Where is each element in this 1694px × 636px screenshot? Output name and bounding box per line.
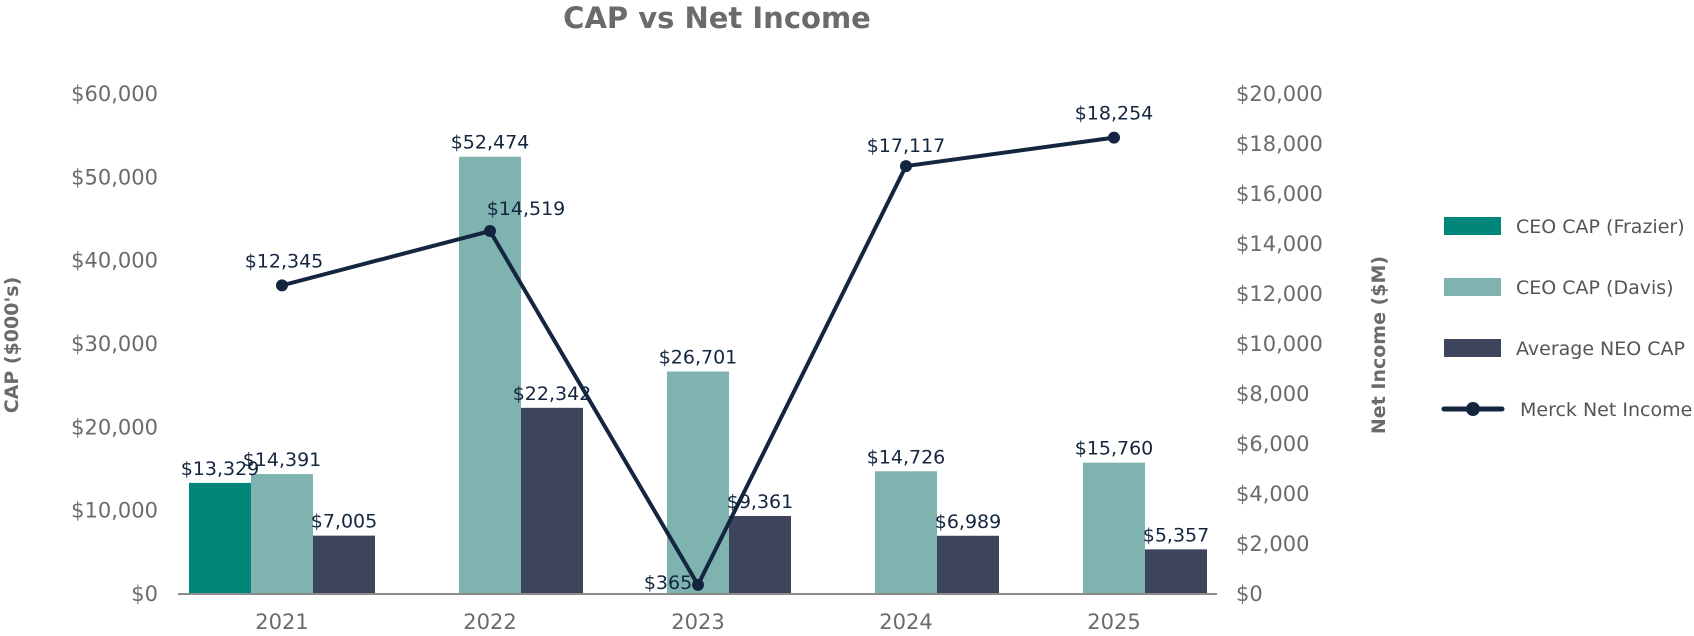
left-tick-label: $20,000 (71, 415, 158, 439)
right-tick-label: $8,000 (1236, 382, 1309, 406)
net-income-line (276, 131, 1120, 591)
net-income-point-2023 (692, 578, 704, 591)
line-data-labels: $12,345 $14,519 $365 $17,117 $18,254 (245, 103, 1154, 594)
right-tick-label: $14,000 (1236, 232, 1323, 256)
line-data-label: $17,117 (867, 135, 946, 157)
bar-data-label: $22,342 (513, 383, 592, 405)
legend-label: CEO CAP (Davis) (1516, 277, 1674, 299)
legend-label: Average NEO CAP (1516, 338, 1685, 360)
x-tick-label: 2025 (1087, 610, 1140, 634)
bar-2023-series-2 (729, 515, 791, 594)
legend-label: Merck Net Income (1520, 399, 1692, 421)
net-income-point-2022 (484, 225, 496, 238)
bar-data-label: $6,989 (935, 511, 1001, 533)
bar-data-label: $14,391 (243, 449, 322, 471)
net-income-point-2021 (276, 279, 288, 292)
x-tick-label: 2022 (463, 610, 516, 634)
x-axis-ticks: 2021 2022 2023 2024 2025 (255, 610, 1140, 634)
right-axis-title: Net Income ($M) (1368, 256, 1390, 434)
bar-2022-series-2 (521, 407, 583, 594)
x-tick-label: 2023 (671, 610, 724, 634)
left-tick-label: $50,000 (71, 165, 158, 189)
legend: CEO CAP (Frazier) CEO CAP (Davis) Average … (1441, 216, 1692, 421)
left-tick-label: $40,000 (71, 249, 158, 273)
right-tick-label: $16,000 (1236, 182, 1323, 206)
bar-2024-series-1 (875, 471, 937, 594)
bar-data-labels: $13,329$14,391 $52,474 $26,701 $14,726 $15,7… (181, 132, 1210, 547)
bar-data-label: $15,760 (1075, 438, 1154, 460)
bar-2021-series-1 (251, 474, 313, 594)
bar-marks (189, 156, 1207, 594)
bar-2023-series-1 (667, 371, 729, 594)
legend-line-marker (1466, 402, 1480, 416)
right-tick-label: $20,000 (1236, 82, 1323, 106)
bar-2021-series-2 (313, 535, 375, 594)
bar-data-label: $13,329 (181, 458, 260, 480)
bar-data-label: $14,726 (867, 446, 946, 468)
chart-title: CAP vs Net Income (563, 1, 871, 35)
left-tick-label: $10,000 (71, 499, 158, 523)
x-tick-label: 2021 (255, 610, 308, 634)
right-tick-label: $4,000 (1236, 482, 1309, 506)
right-tick-label: $18,000 (1236, 132, 1323, 156)
legend-label: CEO CAP (Frazier) (1516, 216, 1685, 238)
bar-2021-series-0 (189, 482, 251, 594)
bar-data-label: $52,474 (451, 132, 530, 154)
bar-2024-series-2 (937, 535, 999, 594)
legend-swatch-2 (1444, 339, 1501, 357)
left-axis-title: CAP ($000's) (1, 277, 23, 414)
bar-data-label: $5,357 (1143, 524, 1209, 546)
bar-2025-series-2 (1145, 549, 1207, 594)
bar-data-label: $7,005 (311, 511, 377, 533)
left-axis-ticks: $0 $10,000 $20,000 $30,000 $40,000 $50,000 $60… (71, 82, 158, 606)
left-tick-label: $30,000 (71, 332, 158, 356)
line-data-label: $18,254 (1075, 103, 1154, 125)
left-tick-label: $60,000 (71, 82, 158, 106)
right-tick-label: $2,000 (1236, 532, 1309, 556)
net-income-point-2024 (900, 160, 912, 173)
right-axis-ticks: $0 $2,000 $4,000 $6,000 $8,000 $10,000 $12,000… (1236, 82, 1323, 606)
right-tick-label: $10,000 (1236, 332, 1323, 356)
x-tick-label: 2024 (879, 610, 932, 634)
right-tick-label: $6,000 (1236, 432, 1309, 456)
right-tick-label: $12,000 (1236, 282, 1323, 306)
left-tick-label: $0 (131, 582, 158, 606)
bar-data-label: $26,701 (659, 346, 738, 368)
line-data-label: $14,519 (487, 198, 566, 220)
legend-swatch-1 (1444, 278, 1501, 296)
bar-2022-series-1 (459, 156, 521, 594)
bar-data-label: $9,361 (727, 491, 793, 513)
line-data-label: $12,345 (245, 250, 324, 272)
right-tick-label: $0 (1236, 582, 1263, 606)
net-income-point-2025 (1108, 131, 1120, 144)
line-data-label: $365 (644, 572, 692, 594)
legend-swatch-0 (1444, 217, 1501, 235)
bar-2025-series-1 (1083, 462, 1145, 594)
